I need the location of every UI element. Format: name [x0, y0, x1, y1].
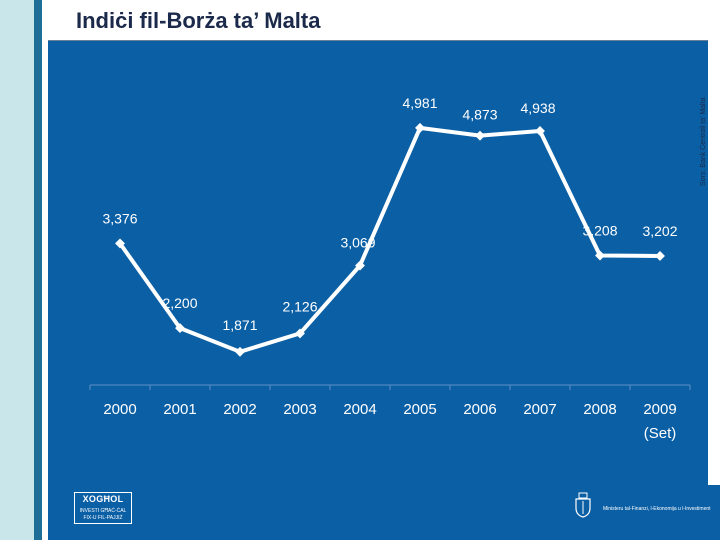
- data-point-2008: [595, 250, 605, 261]
- left-accent-stripe-white: [42, 0, 48, 540]
- x-tick-label-2008: 2008: [583, 401, 616, 418]
- data-point-2009: [655, 251, 665, 261]
- ministry-name: Ministeru tal-Finanzi, l-Ekonomija u l-I…: [603, 506, 711, 512]
- data-point-2007: [535, 126, 545, 136]
- x-tick-label-2007: 2007: [523, 401, 556, 418]
- data-point-2006: [475, 130, 485, 141]
- logo-line-1: INVESTI GĦAĊ-ĊAL: [79, 508, 127, 514]
- x-tick-label-2006: 2006: [463, 401, 496, 418]
- xoghol-logo: XOGĦOL INVESTI GĦAĊ-ĊAL FIX-U FIL-PAJJIŻ: [74, 492, 132, 524]
- data-label-2001: 2,200: [162, 295, 197, 311]
- title-divider: [48, 40, 708, 41]
- series-line: [118, 125, 662, 354]
- data-label-2005: 4,981: [402, 95, 437, 111]
- data-label-2004: 3,069: [340, 235, 375, 251]
- logo-line-2: FIX-U FIL-PAJJIŻ: [83, 515, 123, 521]
- x-tick-label-2002: 2002: [223, 401, 256, 418]
- data-label-2003: 2,126: [282, 298, 317, 314]
- footer-bar: [48, 485, 720, 540]
- data-point-2001: [175, 323, 185, 334]
- x-tick-label-2001: 2001: [163, 401, 196, 418]
- data-point-2000: [115, 238, 125, 249]
- x-tick-label-2005: 2005: [403, 401, 436, 418]
- data-label-2009: 3,202: [642, 223, 677, 239]
- data-point-2002: [235, 346, 245, 357]
- slide-title: Indiċi fil-Borża ta’ Malta: [76, 8, 321, 33]
- x-tick-sublabel-2009: (Set): [644, 425, 677, 442]
- data-label-2006: 4,873: [462, 107, 497, 123]
- data-label-2008: 3,208: [582, 223, 617, 239]
- data-point-2004: [355, 260, 365, 271]
- data-label-2000: 3,376: [102, 210, 137, 226]
- left-accent-stripe-light: [0, 0, 34, 540]
- x-tick-label-2003: 2003: [283, 401, 316, 418]
- x-tick-label-2009: 2009: [643, 401, 676, 418]
- data-point-2003: [295, 328, 305, 339]
- x-tick-label-2004: 2004: [343, 401, 376, 418]
- malta-crest-icon: [575, 492, 591, 518]
- data-label-2007: 4,938: [520, 100, 555, 116]
- x-tick-label-2000: 2000: [103, 401, 136, 418]
- left-accent-stripe-dark: [34, 0, 42, 540]
- chart-panel: [48, 41, 708, 485]
- logo-title: XOGĦOL: [82, 494, 124, 504]
- data-label-2002: 1,871: [222, 317, 257, 333]
